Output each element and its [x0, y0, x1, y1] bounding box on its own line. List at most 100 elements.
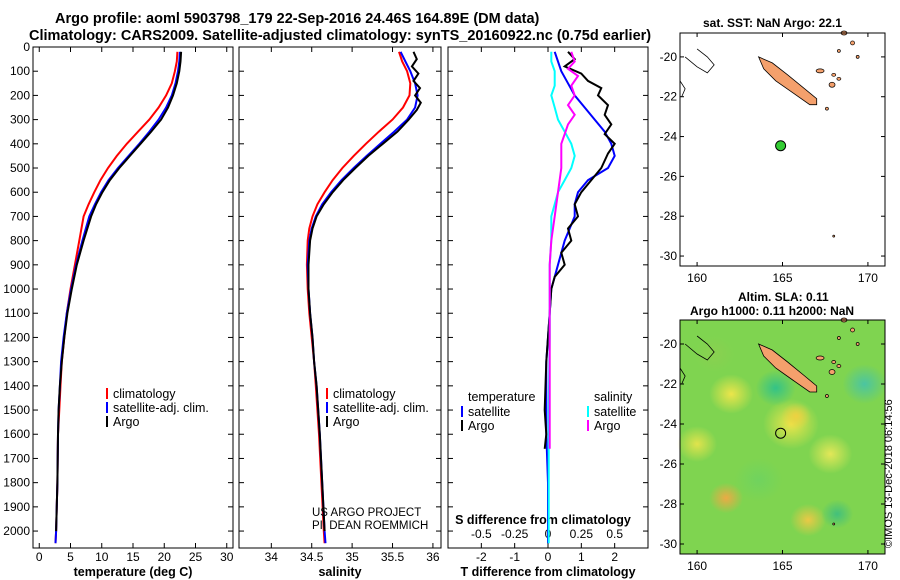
y-tick-label: 0: [23, 40, 30, 54]
sla-field-blob: [755, 370, 796, 406]
figure-title-line2: Climatology: CARS2009. Satellite-adjuste…: [29, 28, 652, 44]
y-tick-label: 1800: [3, 476, 30, 490]
map-y-tick-label: -28: [660, 497, 677, 511]
legend-label: climatology: [113, 387, 176, 401]
x-tick-label: -1: [509, 550, 520, 564]
series-line: [55, 51, 183, 532]
new-caledonia-land: [757, 56, 818, 106]
map-x-tick-label: 160: [687, 271, 707, 285]
y-tick-label: 300: [10, 113, 30, 127]
island: [850, 327, 855, 333]
y-tick-label: 900: [10, 258, 30, 272]
reef-outline: [684, 48, 715, 74]
map-y-tick-label: -20: [660, 50, 677, 64]
legend-label: satellite-adj. clim.: [333, 401, 429, 415]
legend-label: Argo: [333, 415, 359, 429]
x-top-tick-label: 0.5: [606, 527, 623, 541]
map-x-tick-label: 170: [858, 559, 878, 573]
y-tick-label: 500: [10, 161, 30, 175]
x-tick-label: 1: [578, 550, 585, 564]
island: [825, 394, 829, 398]
y-tick-label: 1100: [4, 306, 30, 320]
island: [837, 49, 841, 53]
island: [850, 40, 855, 46]
x-tick-label: 0: [36, 550, 43, 564]
credit-text: ©IMOS 13-Dec-2018 06:14:56: [883, 399, 895, 548]
x-tick-label: 2: [611, 550, 618, 564]
x-tick-label: 10: [95, 550, 109, 564]
argo-float-marker: [775, 427, 787, 439]
map-y-tick-label: -26: [660, 457, 677, 471]
x-tick-label: 25: [189, 550, 203, 564]
x-tick-label: 20: [158, 550, 172, 564]
legend-title: salinity: [594, 390, 633, 404]
island: [836, 76, 842, 81]
legend-label: satellite: [468, 405, 510, 419]
sst-map: 160 165 170 -20 -22 -24 -26 -28 -30: [660, 30, 886, 285]
x-tick-label: 30: [220, 550, 234, 564]
map-y-tick-label: -22: [660, 377, 677, 391]
x-tick-label: 35.5: [381, 550, 405, 564]
x-axis-label: salinity: [318, 565, 361, 579]
profile-plots: 0100200300400500600700800900100011001200…: [3, 40, 649, 579]
x-tick-label: 36: [426, 550, 440, 564]
island: [828, 81, 836, 88]
x-axis-label: T difference from climatology: [460, 565, 635, 579]
map-y-tick-label: -28: [660, 209, 677, 223]
y-tick-label: 2000: [3, 524, 30, 538]
sla-field-blob: [734, 458, 783, 502]
x-top-tick-label: -0.5: [471, 527, 492, 541]
x-axis-label: temperature (deg C): [74, 565, 193, 579]
sla-field-blob: [709, 482, 744, 514]
x-tick-label: 35: [345, 550, 359, 564]
x-tick-label: 0: [545, 550, 552, 564]
legend-label: satellite: [594, 405, 636, 419]
legend-label: Argo: [113, 415, 139, 429]
y-tick-label: 1300: [3, 355, 30, 369]
island: [855, 342, 860, 346]
island: [855, 55, 860, 59]
series-line: [307, 51, 422, 532]
map-y-tick-label: -30: [660, 537, 677, 551]
map-y-tick-label: -30: [660, 249, 677, 263]
series-line: [547, 51, 576, 544]
map-x-tick-label: 160: [687, 559, 707, 573]
x-tick-label: 34: [265, 550, 279, 564]
map-x-tick-label: 170: [858, 271, 878, 285]
y-tick-label: 600: [10, 185, 30, 199]
y-tick-label: 1500: [3, 403, 30, 417]
island: [831, 72, 837, 77]
sla-map: 160 165 170 -20 -22 -24 -26 -28 -30: [660, 317, 887, 573]
y-tick-label: 1700: [3, 451, 30, 465]
y-tick-label: 100: [10, 64, 30, 78]
island: [837, 336, 841, 340]
new-caledonia-land: [757, 343, 818, 393]
map-y-tick-label: -20: [660, 337, 677, 351]
island: [828, 369, 836, 375]
island: [825, 106, 829, 111]
argo-float-marker: [775, 140, 787, 152]
x-tick-label: -2: [476, 550, 487, 564]
sla-field-blob: [677, 426, 718, 462]
x-tick-label: 15: [126, 550, 140, 564]
sla-field-blob: [790, 503, 827, 537]
x-tick-label: 5: [67, 550, 74, 564]
series-line: [545, 51, 616, 544]
series-line: [54, 51, 181, 544]
legend-label: Argo: [468, 419, 494, 433]
y-tick-label: 200: [10, 88, 30, 102]
legend-label: climatology: [333, 387, 396, 401]
plot-frame: [32, 46, 234, 549]
map-y-tick-label: -26: [660, 169, 677, 183]
sla-field-blob: [694, 336, 735, 372]
y-tick-label: 1900: [3, 500, 30, 514]
reef-outline: [679, 367, 686, 385]
map-y-tick-label: -22: [660, 90, 677, 104]
legend-label: Argo: [594, 419, 620, 433]
annotation-text: US ARGO PROJECT: [312, 507, 421, 519]
series-line: [548, 51, 580, 449]
plot-frame: [238, 46, 442, 549]
island: [815, 68, 825, 74]
island: [815, 355, 825, 361]
y-tick-label: 1400: [3, 379, 30, 393]
